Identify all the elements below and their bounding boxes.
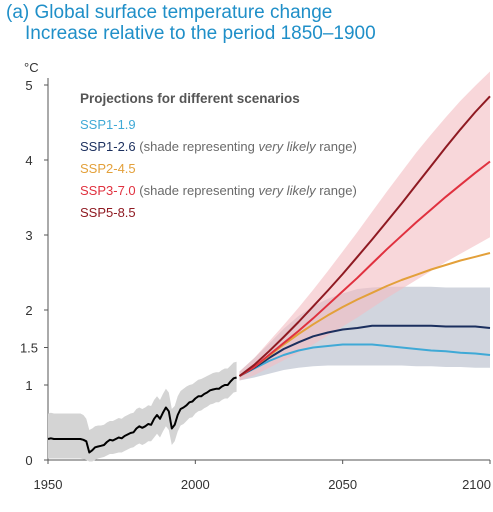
legend-entry: SSP1-2.6 (shade representing very likely… [80, 139, 357, 154]
chart-title-line2: Increase relative to the period 1850–190… [25, 23, 376, 44]
uncertainty-bands [48, 71, 490, 462]
x-tick-label: 1950 [34, 477, 63, 492]
ssp245-line [238, 252, 491, 377]
legend-entry-name: SSP5-8.5 [80, 205, 136, 220]
legend-entry-note-end: range) [316, 183, 357, 198]
ssp585-line [238, 95, 491, 377]
legend-entry-note: (shade representing [136, 183, 259, 198]
legend-entry-name: SSP1-1.9 [80, 117, 136, 132]
historical-band [48, 361, 237, 462]
legend: Projections for different scenarios SSP1… [80, 91, 357, 220]
series-lines [47, 95, 491, 454]
y-tick-label: 1 [25, 378, 32, 393]
ssp126-line [239, 324, 491, 377]
y-tick-label: 1.5 [20, 341, 38, 356]
y-tick-label: 0 [25, 453, 32, 468]
tick-labels: 0 1 1.5 2 3 4 5 1950 2000 2050 2100 [20, 78, 491, 492]
x-tick-label: 2100 [462, 477, 491, 492]
y-tick-label: 3 [25, 228, 32, 243]
y-tick-label: 2 [25, 303, 32, 318]
ssp370-band [239, 71, 490, 381]
legend-entry-name: SSP1-2.6 [80, 139, 136, 154]
legend-entry-note: (shade representing [136, 139, 259, 154]
axes [44, 78, 491, 464]
legend-entry-note-italic: very likely [259, 139, 318, 154]
legend-entry: SSP1-1.9 [80, 117, 136, 132]
chart-title: (a) Global surface temperature change In… [6, 2, 376, 44]
legend-title: Projections for different scenarios [80, 91, 300, 106]
legend-entry: SSP5-8.5 [80, 205, 136, 220]
ssp126-band [239, 286, 490, 381]
legend-entry-note-italic: very likely [259, 183, 318, 198]
y-axis-unit: °C [24, 60, 39, 75]
legend-entry-note-end: range) [316, 139, 357, 154]
ssp370-line [238, 160, 491, 377]
legend-entry-name: SSP2-4.5 [80, 161, 136, 176]
x-tick-label: 2000 [181, 477, 210, 492]
y-tick-label: 4 [25, 153, 32, 168]
y-tick-label: 5 [25, 78, 32, 93]
historical-line [47, 376, 237, 454]
ssp119-line [239, 343, 491, 377]
legend-entry-name: SSP3-7.0 [80, 183, 136, 198]
legend-entry: SSP2-4.5 [80, 161, 136, 176]
chart-title-line1: (a) Global surface temperature change [6, 2, 333, 23]
legend-entry: SSP3-7.0 (shade representing very likely… [80, 183, 357, 198]
x-tick-label: 2050 [328, 477, 357, 492]
